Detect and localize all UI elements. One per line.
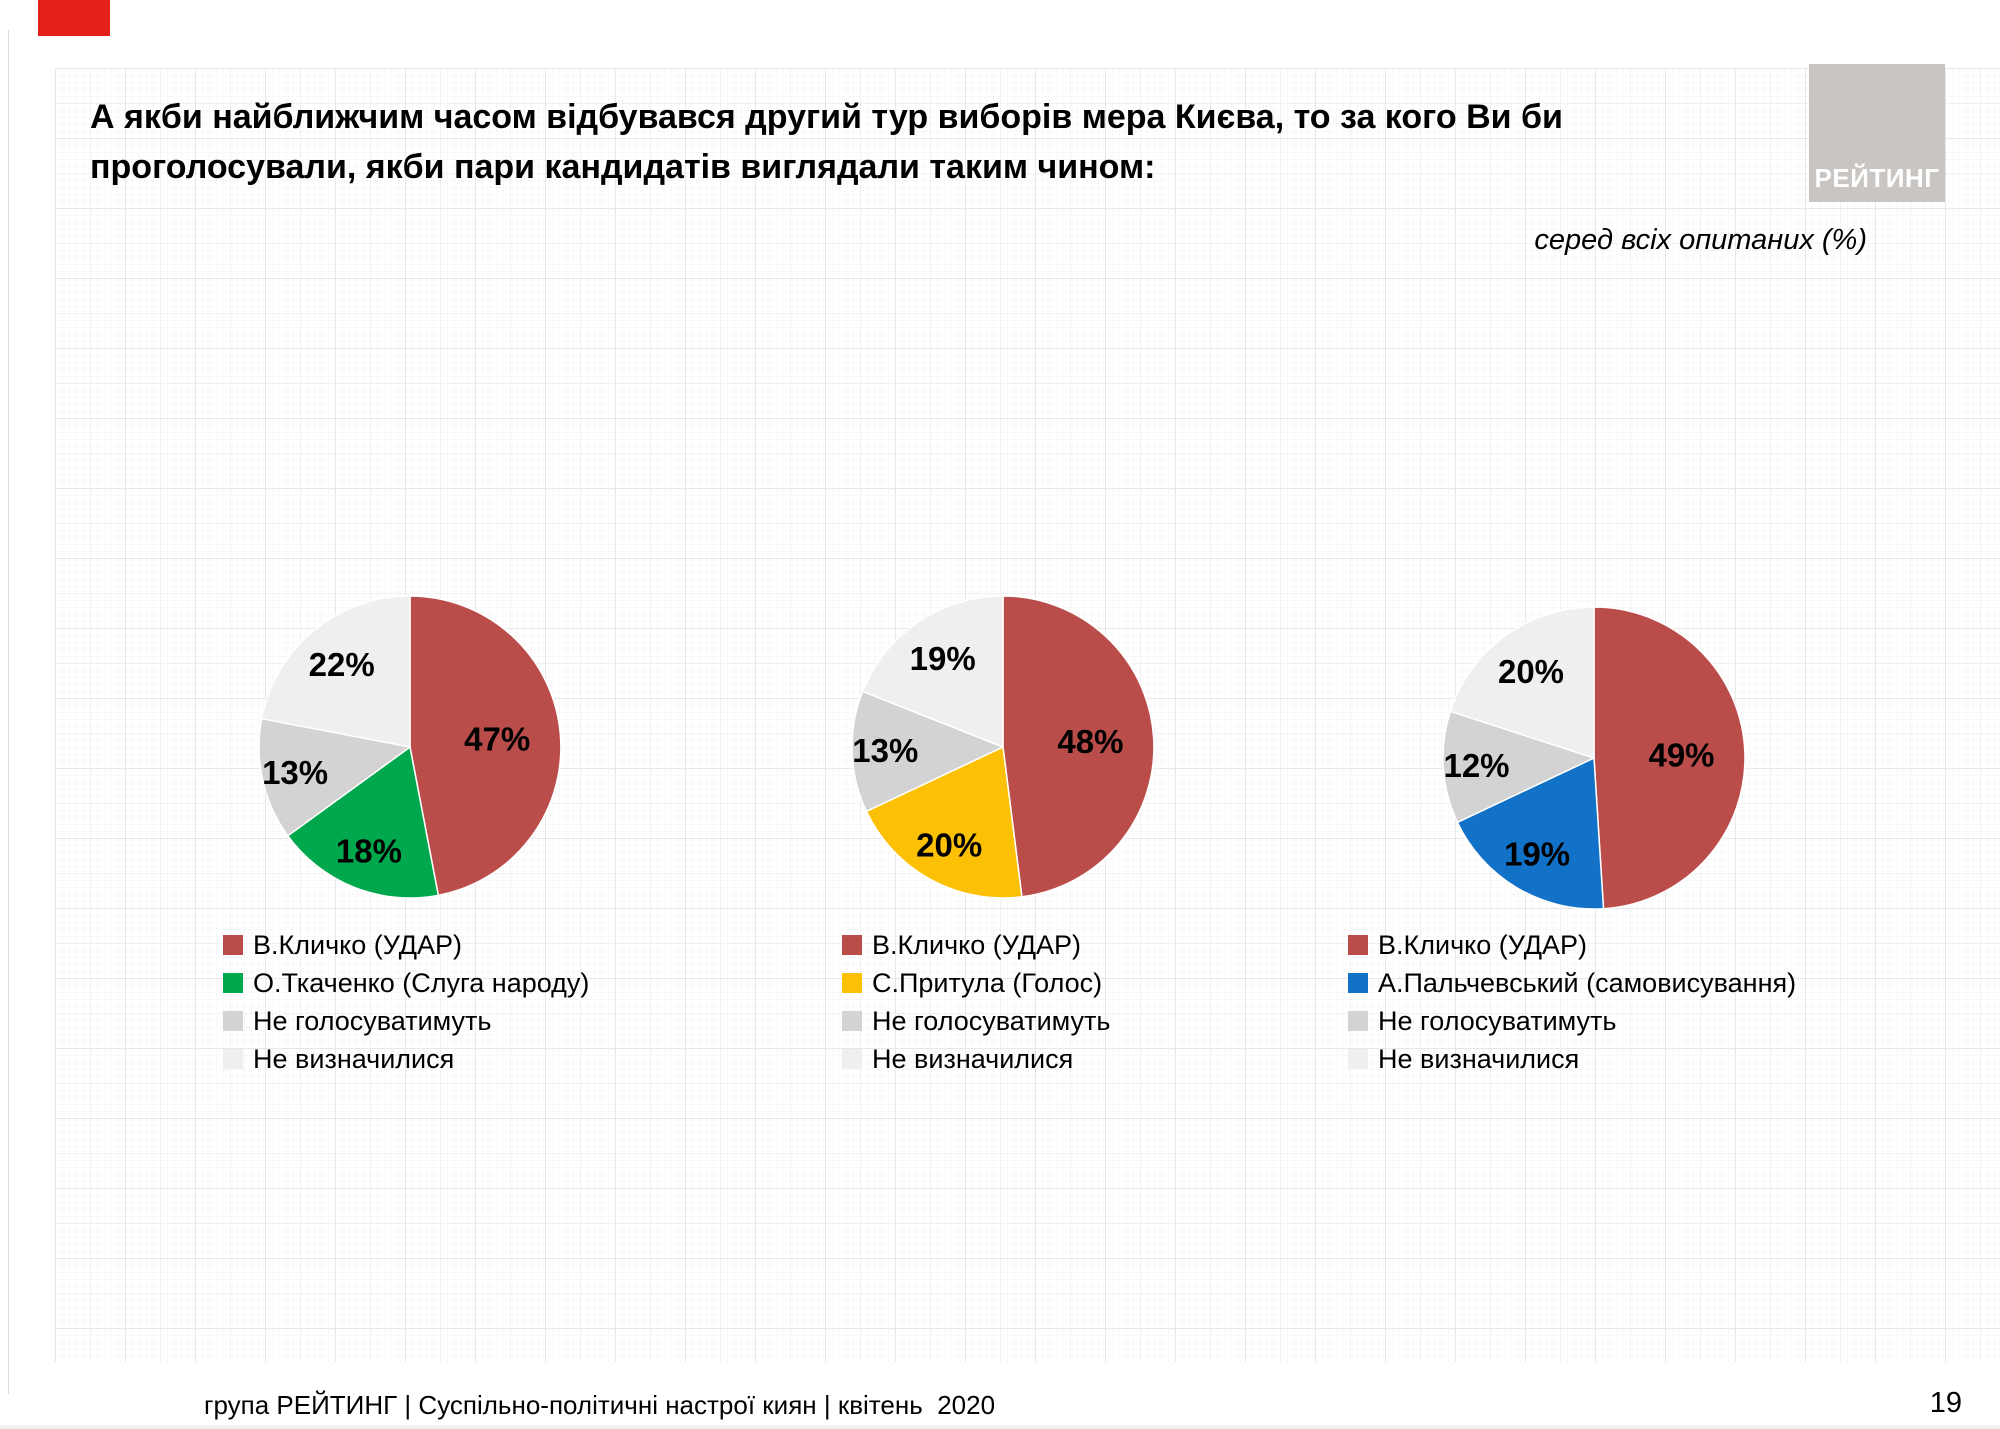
pie-percent-label: 49% [1648,737,1714,774]
pie-percent-label: 48% [1057,723,1123,760]
legend-label: В.Кличко (УДАР) [872,929,1081,960]
pie-percent-label: 13% [852,732,918,769]
legend-swatch [842,973,862,993]
pie-percent-label: 20% [916,826,982,863]
legend-swatch [842,1049,862,1069]
legend-label: С.Притула (Голос) [872,967,1103,998]
pie-slice [1593,606,1746,910]
pie-slice [1002,595,1155,898]
page-number: 19 [1929,1387,1962,1419]
left-edge-line [8,30,9,1394]
rating-logo-text: РЕЙТИНГ [1814,163,1940,193]
legend-label: О.Ткаченко (Слуга народу) [253,967,590,998]
subtitle-note: серед всіх опитаних (%) [1534,224,1867,256]
pie-slice [1449,606,1595,759]
legend-swatch [223,973,243,993]
legend-item: В.Кличко (УДАР) [1348,926,1796,964]
legend-item: Не визначилися [223,1040,589,1078]
legend-swatch [842,935,862,955]
legend-swatch [223,935,243,955]
legend-label: Не визначилися [1378,1043,1580,1074]
legend-item: А.Пальчевський (самовисування) [1348,964,1796,1002]
legend-label: А.Пальчевський (самовисування) [1378,967,1797,998]
legend-label: В.Кличко (УДАР) [253,929,462,960]
pie-slice [1456,757,1605,910]
legend-label: В.Кличко (УДАР) [1378,929,1587,960]
legend-item: Не голосуватимуть [223,1002,589,1040]
pie-slice [260,595,411,748]
legend-swatch [223,1011,243,1031]
pie-percent-label: 19% [1504,836,1570,873]
legend-label: Не голосуватимуть [1378,1005,1617,1036]
pie-slice [409,595,562,897]
pie-percent-label: 18% [336,832,402,869]
legend-swatch [1348,935,1368,955]
pie-chart-klychko-palchevskyi: 49% 19% 12% 20% [1442,606,1746,910]
legend-item: Не визначилися [1348,1040,1796,1078]
rating-logo: РЕЙТИНГ [1809,64,1945,202]
legend-klychko-prytula: В.Кличко (УДАР) С.Притула (Голос) Не голос… [842,926,1110,1078]
legend-swatch [1348,1011,1368,1031]
pie-percent-label: 20% [1498,653,1564,690]
slide-title: А якби найближчим часом відбувався други… [90,98,1563,186]
legend-item: В.Кличко (УДАР) [842,926,1110,964]
legend-swatch [1348,1049,1368,1069]
pie-slice [287,746,440,899]
legend-swatch [223,1049,243,1069]
legend-item: Не визначилися [842,1040,1110,1078]
legend-item: Не голосуватимуть [842,1002,1110,1040]
legend-item: О.Ткаченко (Слуга народу) [223,964,589,1002]
pie-percent-label: 12% [1443,747,1509,784]
bottom-edge-strip [0,1425,2000,1429]
pie-chart-klychko-tkachenko: 47% 18% 13% 22% [258,595,562,899]
pie-slice [865,746,1023,899]
pie-percent-label: 47% [464,720,530,757]
pie-percent-label: 22% [309,646,375,683]
legend-klychko-palchevskyi: В.Кличко (УДАР) А.Пальчевський (самовисув… [1348,926,1796,1078]
legend-label: Не голосуватимуть [253,1005,492,1036]
legend-item: Не голосуватимуть [1348,1002,1796,1040]
legend-label: Не визначилися [253,1043,455,1074]
legend-label: Не визначилися [872,1043,1074,1074]
red-accent-mark [38,0,110,36]
pie-slice [851,690,1004,813]
legend-swatch [842,1011,862,1031]
legend-label: Не голосуватимуть [872,1005,1111,1036]
pie-percent-label: 19% [910,640,976,677]
pie-slice [258,717,411,837]
pie-slice [861,595,1004,748]
legend-klychko-tkachenko: В.Кличко (УДАР) О.Ткаченко (Слуга народу)… [223,926,589,1078]
pie-percent-label: 13% [262,754,328,791]
pie-slice [1442,710,1595,824]
pie-chart-klychko-prytula: 48% 20% 13% 19% [851,595,1155,899]
legend-item: В.Кличко (УДАР) [223,926,589,964]
legend-item: С.Притула (Голос) [842,964,1110,1002]
footer-source-text: група РЕЙТИНГ | Суспільно-політичні наст… [204,1390,996,1420]
legend-swatch [1348,973,1368,993]
